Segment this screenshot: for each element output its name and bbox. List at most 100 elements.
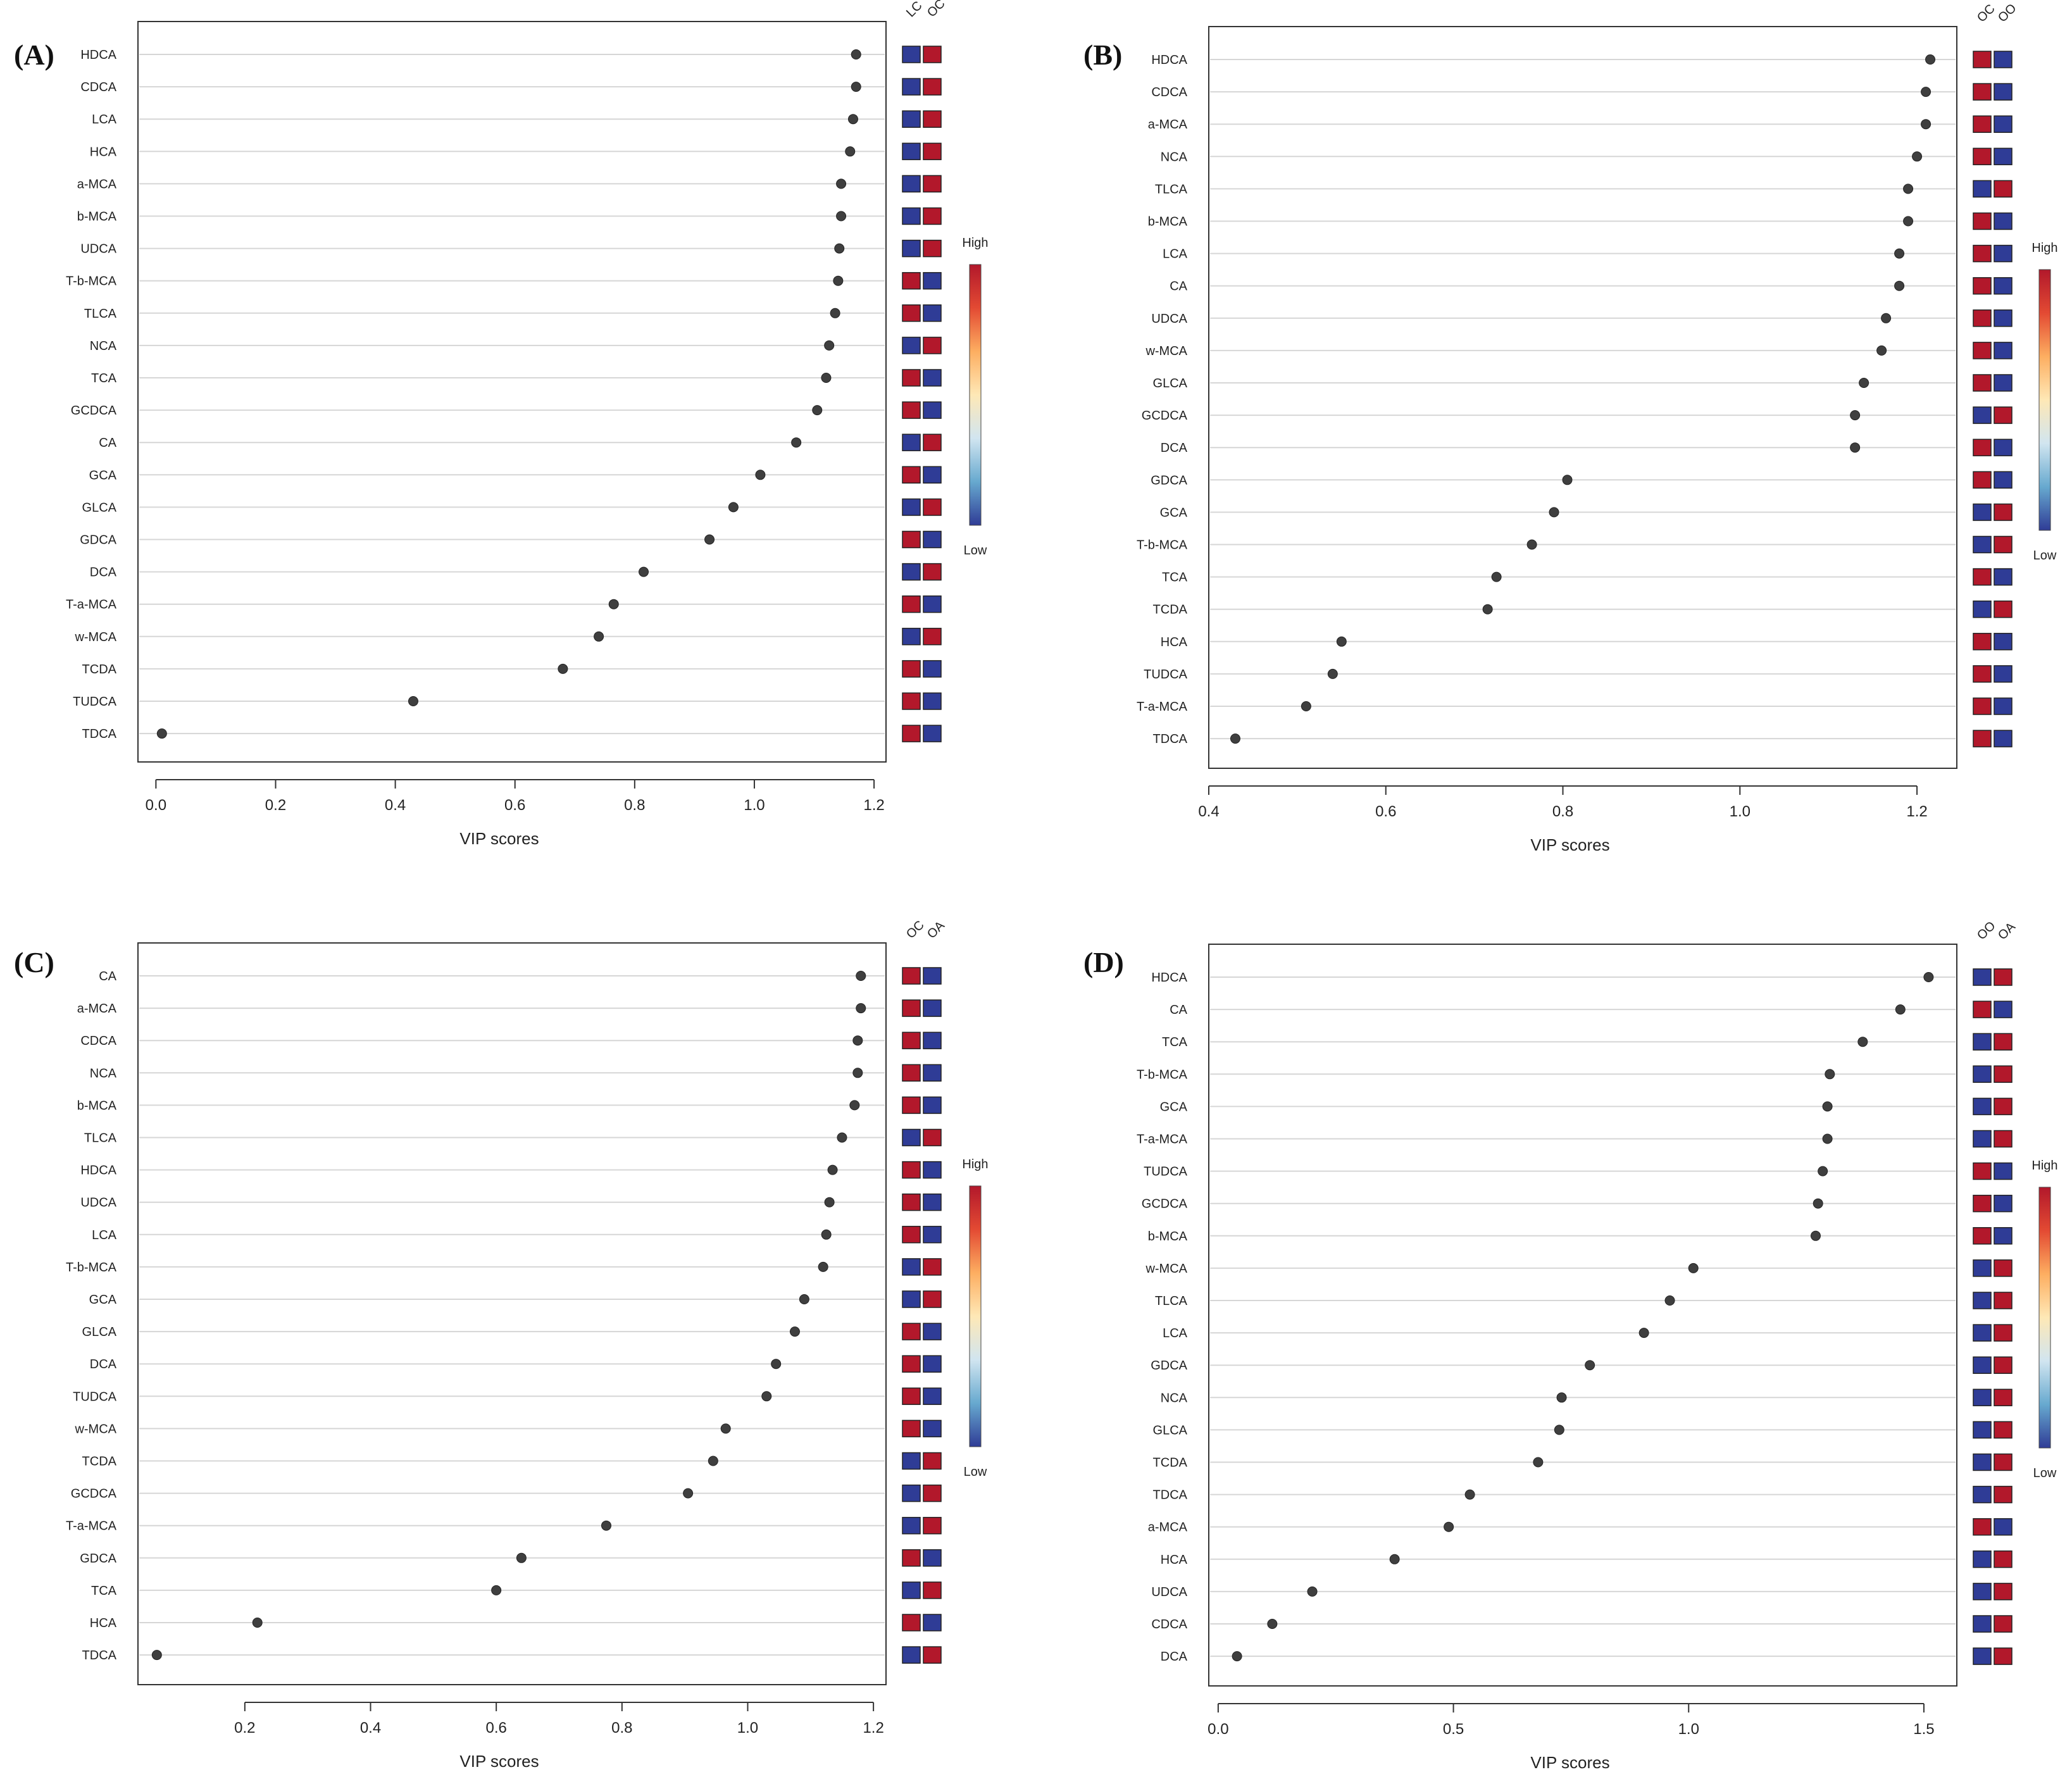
heat-cell — [902, 692, 921, 710]
heat-cell — [1973, 1356, 1992, 1374]
heat-cell — [1994, 115, 2013, 133]
x-axis-title: VIP scores — [1530, 835, 1609, 854]
heat-cell — [923, 304, 942, 322]
vip-point — [837, 1132, 847, 1143]
category-label: TCDA — [1153, 1456, 1188, 1470]
heat-cell — [902, 239, 921, 258]
colorbar — [969, 1185, 982, 1447]
heat-cell — [1973, 1259, 1992, 1277]
heat-cell — [902, 1096, 921, 1114]
heat-cell — [1994, 1033, 2013, 1051]
vip-point — [1267, 1619, 1278, 1629]
category-label: T-b-MCA — [66, 1261, 117, 1275]
heat-cell — [902, 401, 921, 419]
category-label: TDCA — [82, 727, 117, 741]
x-tick-label: 1.2 — [863, 1719, 883, 1737]
heat-cell — [1994, 503, 2013, 521]
heat-cell — [1973, 1550, 1992, 1568]
heat-cell — [1994, 968, 2013, 986]
category-label: UDCA — [80, 242, 116, 256]
category-label: TCA — [1162, 571, 1188, 585]
vip-point — [1894, 280, 1905, 291]
heat-cell — [1973, 115, 1992, 133]
vip-point — [1857, 1037, 1868, 1047]
heat-cell — [923, 692, 942, 710]
heat-cell — [1973, 1453, 1992, 1471]
category-label: b-MCA — [77, 210, 117, 224]
heat-cell — [1994, 1227, 2013, 1245]
heat-cell — [1973, 439, 1992, 456]
heat-cell — [1973, 244, 1992, 263]
x-tick-label: 1.5 — [1913, 1721, 1934, 1738]
heat-cell — [1994, 1421, 2013, 1439]
category-label: GDCA — [80, 533, 116, 547]
heat-cell — [1973, 665, 1992, 683]
heat-cell — [902, 530, 921, 549]
vip-point — [558, 663, 568, 674]
category-label: GDCA — [1151, 1359, 1187, 1373]
category-label: a-MCA — [1148, 1521, 1188, 1535]
heat-cell — [1973, 309, 1992, 327]
heat-cell — [1994, 1162, 2013, 1180]
vip-point — [1881, 313, 1892, 323]
group-label: OC — [1975, 2, 1998, 25]
group-label: LC — [904, 0, 925, 20]
heat-cell — [902, 1032, 921, 1049]
heat-cell — [1994, 1550, 2013, 1568]
heat-cell — [1973, 600, 1992, 618]
vip-point — [852, 1068, 863, 1078]
vip-point — [1810, 1230, 1821, 1241]
category-label: HDCA — [80, 48, 116, 62]
category-label: DCA — [1161, 1650, 1188, 1664]
vip-point — [847, 114, 858, 125]
panel-a-label: (A) — [14, 39, 54, 71]
x-tick-label: 1.0 — [1730, 803, 1751, 820]
category-label: TCA — [1162, 1035, 1188, 1049]
x-tick-label: 0.6 — [1375, 803, 1396, 820]
vip-point — [821, 373, 832, 383]
heat-cell — [923, 1064, 942, 1082]
vip-point — [1389, 1554, 1400, 1564]
heat-cell — [1994, 309, 2013, 327]
category-label: TCA — [91, 371, 117, 385]
vip-point — [704, 534, 715, 545]
heat-cell — [1994, 1485, 2013, 1504]
heat-cell — [1994, 1259, 2013, 1277]
heat-cell — [923, 725, 942, 742]
vip-point — [1526, 539, 1537, 550]
category-label: T-b-MCA — [1137, 539, 1188, 552]
heat-cell — [902, 1646, 921, 1664]
category-label: TUDCA — [73, 695, 117, 709]
heat-cell — [1994, 1324, 2013, 1342]
heat-cell — [923, 207, 942, 225]
category-label: TUDCA — [73, 1390, 117, 1404]
heat-cell — [923, 1516, 942, 1535]
vip-point — [1912, 151, 1923, 162]
vip-point — [1554, 1425, 1564, 1435]
heat-cell — [923, 999, 942, 1017]
heat-cell — [1973, 1421, 1992, 1439]
panel-b: HDCA CDCA a-MCA NCA TLCA b-MCA LCA CA UDCA w-MCA G… — [1137, 1, 2058, 854]
heat-cell — [923, 466, 942, 484]
heat-cell — [902, 1419, 921, 1438]
vip-point — [791, 437, 802, 448]
heat-cell — [902, 563, 921, 581]
heat-cell — [1973, 406, 1992, 424]
colorbar-low-label: Low — [964, 544, 987, 558]
vip-point — [683, 1488, 694, 1499]
category-label: T-b-MCA — [1137, 1068, 1188, 1082]
category-label: UDCA — [80, 1196, 116, 1210]
heat-cell — [1973, 147, 1992, 166]
heat-cell — [1973, 51, 1992, 68]
category-label: HDCA — [1151, 53, 1187, 67]
heat-cell — [923, 595, 942, 613]
heat-cell — [902, 967, 921, 985]
panel-a: HDCA CDCA LCA HCA a-MCA b-MCA UDCA T-b-MCA TLCA N… — [66, 0, 989, 848]
heat-cell — [1973, 1388, 1992, 1407]
vip-point — [818, 1261, 828, 1272]
category-label: T-a-MCA — [1137, 700, 1188, 714]
vip-point — [708, 1456, 718, 1466]
panel-c: CA a-MCA CDCA NCA b-MCA TLCA HDCA UDCA LCA T-b-MC… — [66, 918, 989, 1771]
category-label: DCA — [90, 566, 117, 580]
colorbar-high-label: High — [2031, 1159, 2057, 1173]
